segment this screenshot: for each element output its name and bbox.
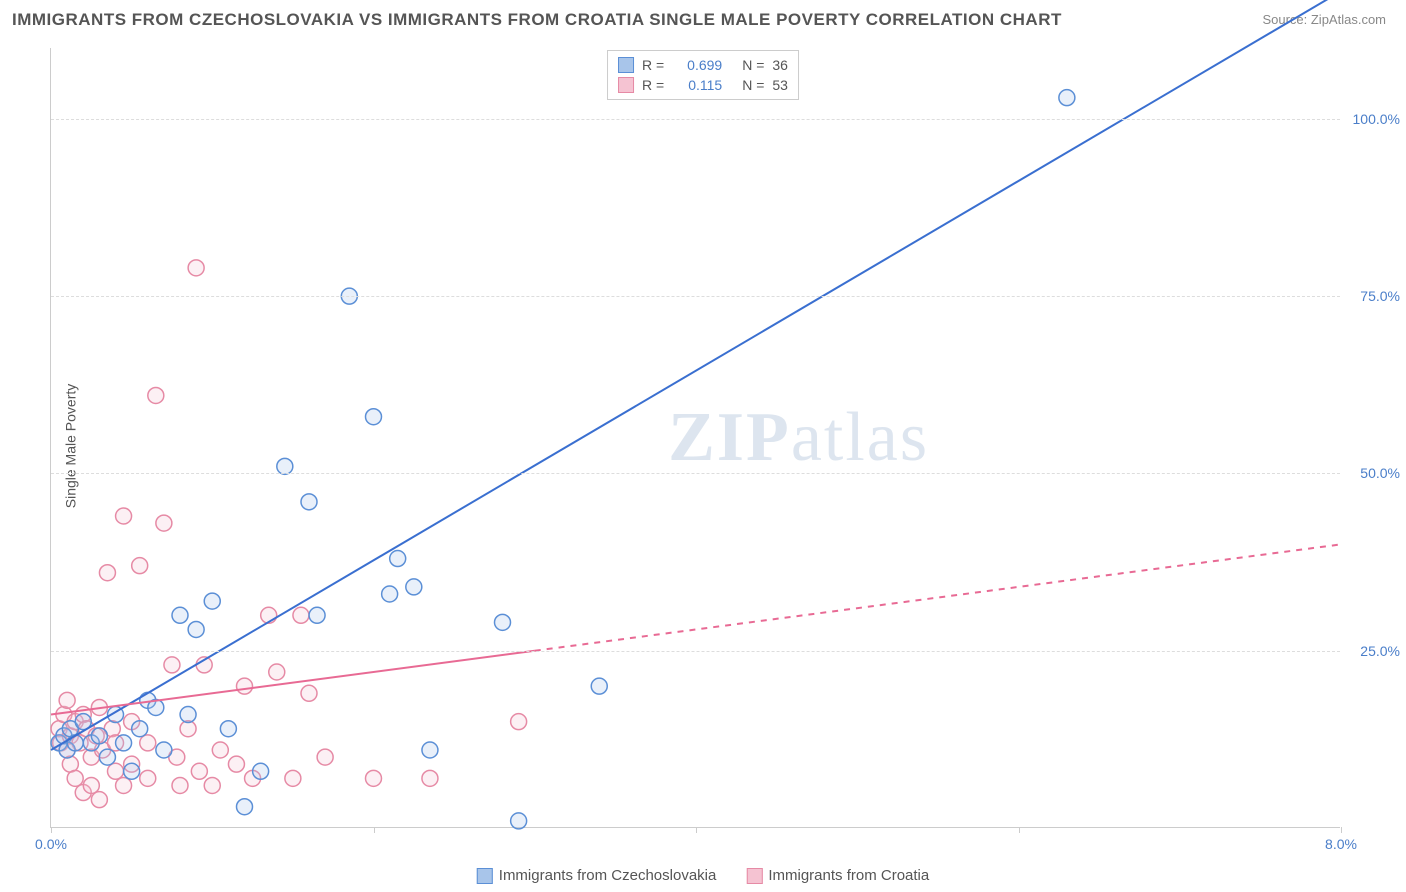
stats-legend-row: R = 0.699 N = 36 bbox=[618, 55, 788, 75]
legend-swatch bbox=[746, 868, 762, 884]
data-point bbox=[495, 614, 511, 630]
data-point bbox=[511, 714, 527, 730]
plot-area: ZIPatlas 25.0%50.0%75.0%100.0%0.0%8.0% bbox=[50, 48, 1340, 828]
data-point bbox=[116, 508, 132, 524]
data-point bbox=[228, 756, 244, 772]
data-point bbox=[67, 735, 83, 751]
data-point bbox=[269, 664, 285, 680]
data-point bbox=[220, 721, 236, 737]
series-legend-label: Immigrants from Czechoslovakia bbox=[499, 867, 717, 884]
data-point bbox=[91, 728, 107, 744]
source-label: Source: ZipAtlas.com bbox=[1262, 12, 1386, 27]
data-point bbox=[132, 721, 148, 737]
n-value: 36 bbox=[772, 57, 788, 73]
ytick-label: 100.0% bbox=[1353, 111, 1400, 127]
n-label: N = bbox=[742, 57, 764, 73]
data-point bbox=[132, 558, 148, 574]
data-point bbox=[172, 777, 188, 793]
r-label: R = bbox=[642, 77, 664, 93]
series-legend: Immigrants from Czechoslovakia Immigrants… bbox=[477, 867, 929, 884]
xtick bbox=[51, 827, 52, 833]
legend-swatch bbox=[618, 77, 634, 93]
r-label: R = bbox=[642, 57, 664, 73]
data-point bbox=[1059, 90, 1075, 106]
data-point bbox=[99, 749, 115, 765]
data-point bbox=[591, 678, 607, 694]
gridline bbox=[51, 296, 1340, 297]
chart-title: IMMIGRANTS FROM CZECHOSLOVAKIA VS IMMIGR… bbox=[12, 10, 1062, 30]
gridline bbox=[51, 651, 1340, 652]
data-point bbox=[237, 678, 253, 694]
r-value: 0.115 bbox=[672, 77, 722, 93]
data-point bbox=[140, 735, 156, 751]
data-point bbox=[301, 494, 317, 510]
data-point bbox=[390, 551, 406, 567]
data-point bbox=[277, 458, 293, 474]
series-legend-item: Immigrants from Croatia bbox=[746, 867, 929, 884]
stats-legend: R = 0.699 N = 36 R = 0.115 N = 53 bbox=[607, 50, 799, 100]
data-point bbox=[116, 735, 132, 751]
data-point bbox=[422, 742, 438, 758]
data-point bbox=[293, 607, 309, 623]
data-point bbox=[188, 260, 204, 276]
gridline bbox=[51, 119, 1340, 120]
data-point bbox=[99, 565, 115, 581]
data-point bbox=[191, 763, 207, 779]
data-point bbox=[156, 515, 172, 531]
data-point bbox=[91, 792, 107, 808]
data-point bbox=[188, 621, 204, 637]
stats-legend-row: R = 0.115 N = 53 bbox=[618, 75, 788, 95]
data-point bbox=[83, 777, 99, 793]
data-point bbox=[317, 749, 333, 765]
data-point bbox=[67, 770, 83, 786]
r-value: 0.699 bbox=[672, 57, 722, 73]
data-point bbox=[164, 657, 180, 673]
series-legend-label: Immigrants from Croatia bbox=[768, 867, 929, 884]
data-point bbox=[204, 777, 220, 793]
data-point bbox=[301, 685, 317, 701]
xtick bbox=[1019, 827, 1020, 833]
ytick-label: 50.0% bbox=[1360, 465, 1400, 481]
data-point bbox=[108, 763, 124, 779]
data-point bbox=[204, 593, 220, 609]
n-label: N = bbox=[742, 77, 764, 93]
legend-swatch bbox=[618, 57, 634, 73]
legend-swatch bbox=[477, 868, 493, 884]
correlation-chart: IMMIGRANTS FROM CZECHOSLOVAKIA VS IMMIGR… bbox=[0, 0, 1406, 892]
xtick bbox=[374, 827, 375, 833]
series-legend-item: Immigrants from Czechoslovakia bbox=[477, 867, 717, 884]
trend-line-extrapolated bbox=[535, 544, 1341, 650]
xtick-label: 0.0% bbox=[35, 836, 67, 852]
data-point bbox=[366, 409, 382, 425]
data-point bbox=[237, 799, 253, 815]
xtick bbox=[696, 827, 697, 833]
data-point bbox=[382, 586, 398, 602]
plot-svg bbox=[51, 48, 1340, 827]
data-point bbox=[180, 707, 196, 723]
data-point bbox=[59, 692, 75, 708]
data-point bbox=[124, 763, 140, 779]
data-point bbox=[285, 770, 301, 786]
data-point bbox=[156, 742, 172, 758]
data-point bbox=[406, 579, 422, 595]
n-value: 53 bbox=[772, 77, 788, 93]
data-point bbox=[148, 387, 164, 403]
ytick-label: 75.0% bbox=[1360, 288, 1400, 304]
xtick-label: 8.0% bbox=[1325, 836, 1357, 852]
data-point bbox=[172, 607, 188, 623]
data-point bbox=[366, 770, 382, 786]
trend-line bbox=[51, 651, 535, 715]
data-point bbox=[212, 742, 228, 758]
data-point bbox=[309, 607, 325, 623]
ytick-label: 25.0% bbox=[1360, 643, 1400, 659]
data-point bbox=[140, 770, 156, 786]
data-point bbox=[116, 777, 132, 793]
trend-line bbox=[51, 0, 1341, 750]
data-point bbox=[422, 770, 438, 786]
data-point bbox=[253, 763, 269, 779]
gridline bbox=[51, 473, 1340, 474]
data-point bbox=[511, 813, 527, 829]
xtick bbox=[1341, 827, 1342, 833]
